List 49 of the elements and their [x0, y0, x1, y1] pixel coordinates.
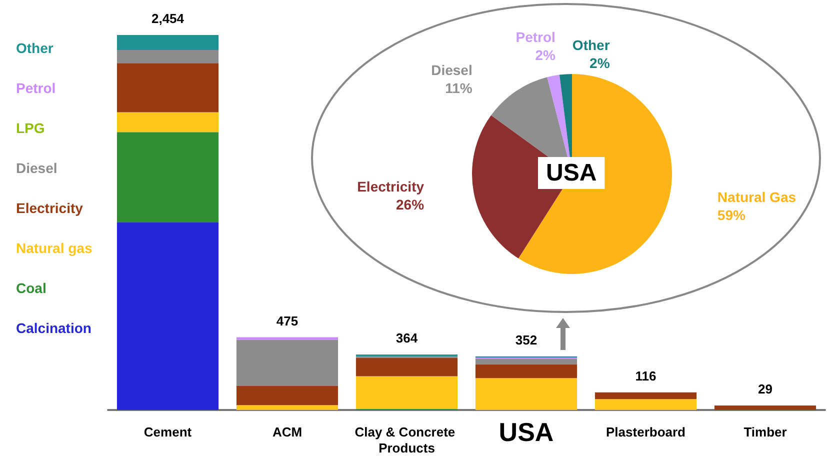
bar	[236, 386, 338, 406]
slice-label: Diesel	[431, 62, 472, 78]
x-tick-label: ACM	[272, 424, 302, 440]
x-tick-label: Timber	[744, 424, 787, 440]
annotation: 2,454	[151, 11, 185, 26]
bar	[475, 364, 578, 378]
annotation: 475	[276, 313, 298, 328]
bar	[356, 358, 458, 376]
bar	[594, 392, 697, 400]
bar	[116, 132, 219, 222]
bar	[116, 222, 219, 410]
x-tick-label: Plasterboard	[606, 424, 686, 440]
slice-label: Other	[572, 37, 610, 54]
series-label: Calcination	[16, 320, 92, 336]
text: Electricity	[16, 200, 84, 216]
x-tick-label: USA	[498, 417, 554, 447]
bar	[116, 63, 219, 112]
annotation: 352	[515, 332, 538, 348]
data-label: 59%	[717, 207, 746, 224]
bar	[356, 376, 458, 409]
bar	[236, 340, 338, 386]
text: Petrol	[16, 80, 56, 96]
bar	[236, 405, 338, 410]
annotation: 116	[635, 368, 656, 384]
annotation: 364	[396, 330, 418, 346]
text: Other	[16, 40, 54, 56]
data-label: 11%	[445, 80, 473, 96]
legend-label: LPG	[16, 120, 45, 136]
bar	[116, 112, 219, 132]
text: USA	[546, 160, 597, 186]
slice-label: Electricity	[357, 178, 424, 195]
x-tick-label: Cement	[144, 424, 192, 440]
x-tick-label: Clay & Concrete Products	[354, 424, 459, 456]
bar	[594, 399, 697, 410]
bar	[714, 406, 816, 410]
bar	[475, 358, 578, 364]
data-label: 2%	[535, 47, 556, 64]
data-label: 26%	[396, 196, 425, 213]
data-label: 2%	[590, 55, 610, 72]
annotation: 29	[758, 382, 772, 396]
bar	[475, 378, 578, 410]
slice-label: Natural Gas	[717, 189, 796, 206]
slice-label: Petrol	[516, 29, 556, 46]
text: Natural gas	[16, 240, 92, 256]
bar	[116, 50, 219, 64]
text: Diesel	[16, 160, 58, 176]
bar	[236, 337, 338, 340]
bar	[116, 35, 219, 50]
text: Coal	[16, 280, 46, 296]
